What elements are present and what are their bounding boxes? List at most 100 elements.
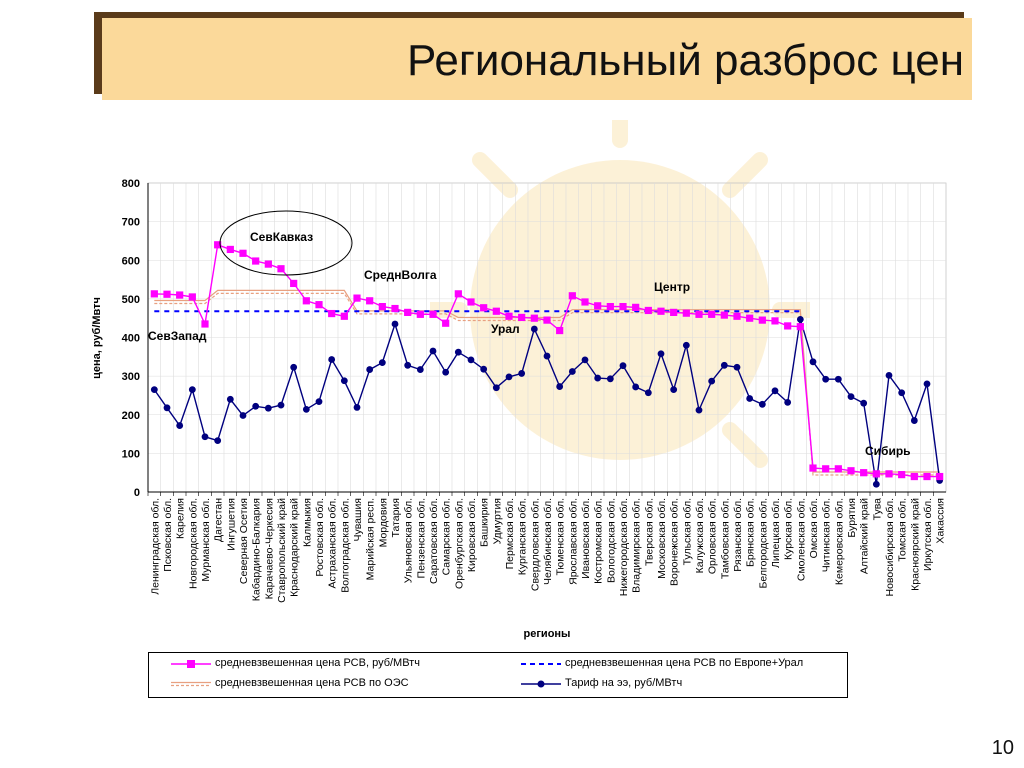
y-tick-label: 700 xyxy=(122,217,140,229)
x-tick-label: Тюменская обл. xyxy=(555,498,567,576)
y-tick-label: 800 xyxy=(122,178,140,190)
tariff-point xyxy=(340,377,348,385)
rsv-price-point xyxy=(252,257,260,265)
x-tick-label: Ленинградская обл. xyxy=(149,498,161,595)
tariff-point xyxy=(492,384,500,392)
rsv-price-point xyxy=(543,316,551,324)
tariff-point xyxy=(315,398,323,406)
legend-label-tariff: Тариф на ээ, руб/МВтч xyxy=(565,677,683,689)
tariff-point xyxy=(796,315,804,323)
x-tick-label: Ивановская обл. xyxy=(580,498,592,579)
tariff-point xyxy=(378,359,386,367)
x-tick-label: Воронежская обл. xyxy=(669,498,681,586)
tariff-point xyxy=(530,325,538,333)
x-tick-label: Татария xyxy=(390,498,402,537)
tariff-point xyxy=(518,370,526,377)
tariff-point xyxy=(733,363,741,371)
series-line-rsv-price xyxy=(154,243,940,478)
page-number: 10 xyxy=(991,737,1014,759)
x-tick-label: Алтайский край xyxy=(859,498,871,574)
tariff-point xyxy=(239,412,247,419)
tariff-point xyxy=(708,377,716,385)
tariff-point xyxy=(809,358,817,366)
tariff-point xyxy=(594,374,602,382)
rsv-price-point xyxy=(581,298,589,306)
tariff-point xyxy=(632,383,640,391)
rsv-price-point xyxy=(176,291,184,299)
rsv-price-point xyxy=(315,301,323,309)
x-tick-label: Тува xyxy=(871,498,883,521)
rsv-price-point xyxy=(328,309,336,318)
legend-label-oes: средневзвешенная цена РСВ по ОЭС xyxy=(215,677,409,689)
tariff-point xyxy=(670,386,678,394)
x-tick-label: Саратовская обл. xyxy=(428,498,440,584)
rsv-price-point xyxy=(353,294,361,302)
rsv-price-point xyxy=(277,265,285,273)
title-box xyxy=(102,18,972,100)
rsv-price-point xyxy=(695,310,703,318)
rsv-price-point xyxy=(454,290,462,298)
x-tick-label: Карелия xyxy=(175,498,187,539)
tariff-point xyxy=(784,398,792,406)
rsv-price-point xyxy=(467,298,475,306)
x-tick-label: Пермская обл. xyxy=(504,498,516,569)
x-tick-label: Брянская обл. xyxy=(745,498,757,567)
rsv-price-point xyxy=(872,470,880,478)
x-tick-label: Кабардино-Балкария xyxy=(251,498,263,601)
tariff-point xyxy=(302,405,310,413)
chart-legend: средневзвешенная цена РСВ, руб/МВтч сред… xyxy=(148,652,848,698)
legend-symbol-blue-dash xyxy=(521,663,561,665)
rsv-price-point xyxy=(644,306,652,315)
y-tick-label: 0 xyxy=(134,487,140,499)
y-tick-label: 600 xyxy=(122,255,140,267)
x-tick-label: Тамбовская обл. xyxy=(719,498,731,579)
tariff-point xyxy=(619,362,627,370)
x-tick-label: Челябинская обл. xyxy=(542,498,554,585)
x-tick-label: Пензенская обл. xyxy=(415,498,427,578)
rsv-price-point xyxy=(784,322,792,330)
x-tick-label: Бурятия xyxy=(846,498,858,538)
tariff-point xyxy=(644,389,652,397)
x-tick-label: Владимирская обл. xyxy=(631,498,643,593)
x-tick-label: Омская обл. xyxy=(808,498,820,558)
tariff-point xyxy=(480,365,488,373)
tariff-point xyxy=(467,356,475,364)
tariff-point xyxy=(771,387,779,395)
tariff-point xyxy=(404,361,412,369)
rsv-price-point xyxy=(416,310,424,318)
y-tick-label: 500 xyxy=(122,294,140,306)
x-tick-label: Кемеровская обл. xyxy=(833,498,845,585)
rsv-price-point xyxy=(391,304,399,313)
rsv-price-point xyxy=(518,313,526,322)
tariff-point xyxy=(252,402,260,410)
rsv-price-point xyxy=(619,303,627,311)
tariff-point xyxy=(885,371,893,379)
legend-symbol-navy xyxy=(521,680,561,688)
rsv-price-point xyxy=(442,319,450,327)
region-annotation: СреднВолга xyxy=(364,268,437,282)
tariff-point xyxy=(163,404,171,412)
tariff-point xyxy=(898,389,906,397)
x-tick-label: Курганская обл. xyxy=(517,498,529,575)
x-tick-label: Удмуртия xyxy=(491,498,503,544)
x-tick-label: Мурманская обл. xyxy=(200,498,212,582)
tariff-point xyxy=(872,480,880,488)
x-tick-label: Северная Осетия xyxy=(238,498,250,584)
rsv-price-point xyxy=(885,470,893,478)
tariff-point xyxy=(176,422,184,429)
x-tick-label: Орловская обл. xyxy=(707,498,719,574)
region-annotation: СевЗапад xyxy=(148,329,207,343)
rsv-price-point xyxy=(594,302,602,310)
x-tick-label: Курская обл. xyxy=(783,498,795,560)
y-tick-label: 300 xyxy=(122,371,140,383)
rsv-price-point xyxy=(910,472,918,481)
x-tick-label: Вологодская обл. xyxy=(605,498,617,583)
tariff-point xyxy=(923,380,931,388)
rsv-price-point xyxy=(796,323,804,331)
sevkavkaz-highlight-ellipse xyxy=(219,210,353,276)
tariff-point xyxy=(429,347,437,355)
rsv-price-point xyxy=(936,472,944,481)
rsv-price-point xyxy=(378,303,386,311)
tariff-point xyxy=(606,375,614,383)
